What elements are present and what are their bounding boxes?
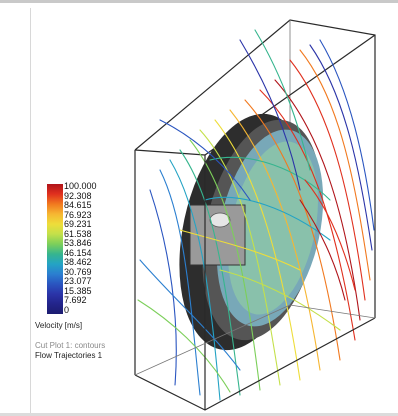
- velocity-colorbar: [47, 184, 63, 314]
- flow-trajectories: [137, 29, 375, 401]
- viewport-left-border: [30, 8, 31, 416]
- legend-tick: 76.923: [64, 210, 92, 220]
- flow-trajectories-label[interactable]: Flow Trajectories 1: [35, 351, 103, 360]
- viewport-top-border: [0, 0, 398, 3]
- legend-tick: 84.615: [64, 200, 92, 210]
- legend-tick: 100.000: [64, 181, 97, 191]
- viewport-bottom-border: [0, 413, 398, 416]
- legend-tick: 7.692: [64, 295, 87, 305]
- legend-tick: 61.538: [64, 229, 92, 239]
- velocity-legend: 100.000 92.308 84.615 76.923 69.231 61.5…: [0, 0, 140, 370]
- computational-domain-box-front: [134, 150, 376, 411]
- legend-tick: 92.308: [64, 191, 92, 201]
- fan-housing: [179, 113, 324, 351]
- legend-tick: 23.077: [64, 276, 92, 286]
- cut-plot-label[interactable]: Cut Plot 1: contours: [35, 341, 106, 350]
- legend-tick: 69.231: [64, 219, 92, 229]
- legend-tick: 38.462: [64, 257, 92, 267]
- legend-tick: 0: [64, 305, 70, 315]
- colorbar-gradient: [47, 184, 63, 314]
- legend-tick: 15.385: [64, 286, 92, 296]
- legend-tick: 53.846: [64, 238, 92, 248]
- legend-title: Velocity [m/s]: [35, 321, 83, 330]
- legend-tick: 30.769: [64, 267, 92, 277]
- legend-tick: 46.154: [64, 248, 92, 258]
